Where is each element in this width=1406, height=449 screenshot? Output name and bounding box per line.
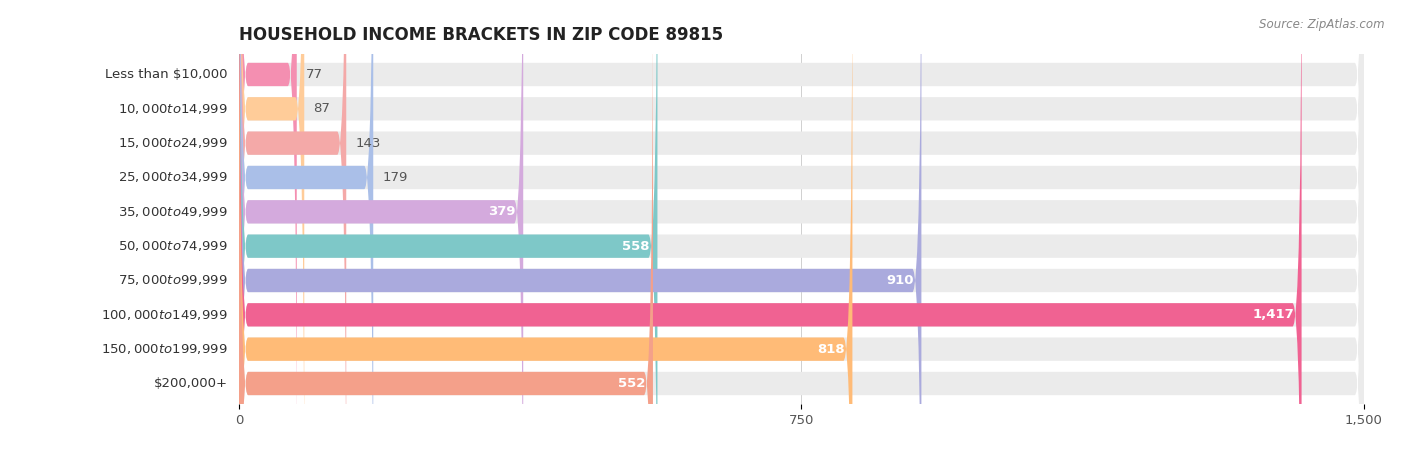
FancyBboxPatch shape [239,0,1364,449]
Text: $100,000 to $149,999: $100,000 to $149,999 [101,308,228,322]
FancyBboxPatch shape [239,0,1364,449]
FancyBboxPatch shape [239,0,658,449]
FancyBboxPatch shape [239,0,1364,449]
FancyBboxPatch shape [239,0,1364,449]
Text: Less than $10,000: Less than $10,000 [105,68,228,81]
FancyBboxPatch shape [239,0,1364,449]
FancyBboxPatch shape [239,0,1302,449]
Text: $150,000 to $199,999: $150,000 to $199,999 [101,342,228,356]
Text: 552: 552 [619,377,645,390]
Text: Source: ZipAtlas.com: Source: ZipAtlas.com [1260,18,1385,31]
Text: 143: 143 [356,136,381,150]
FancyBboxPatch shape [239,0,1364,449]
Text: $50,000 to $74,999: $50,000 to $74,999 [118,239,228,253]
Text: $15,000 to $24,999: $15,000 to $24,999 [118,136,228,150]
FancyBboxPatch shape [239,0,852,449]
Text: $35,000 to $49,999: $35,000 to $49,999 [118,205,228,219]
FancyBboxPatch shape [239,0,652,449]
FancyBboxPatch shape [239,0,1364,449]
FancyBboxPatch shape [239,0,346,449]
Text: HOUSEHOLD INCOME BRACKETS IN ZIP CODE 89815: HOUSEHOLD INCOME BRACKETS IN ZIP CODE 89… [239,26,723,44]
FancyBboxPatch shape [239,0,921,449]
Text: $10,000 to $14,999: $10,000 to $14,999 [118,102,228,116]
FancyBboxPatch shape [239,0,304,449]
FancyBboxPatch shape [239,0,297,449]
Text: 77: 77 [305,68,323,81]
Text: $25,000 to $34,999: $25,000 to $34,999 [118,171,228,185]
FancyBboxPatch shape [239,0,1364,449]
Text: 87: 87 [314,102,330,115]
Text: 558: 558 [623,240,650,253]
Text: $200,000+: $200,000+ [153,377,228,390]
FancyBboxPatch shape [239,0,373,449]
Text: 179: 179 [382,171,408,184]
Text: 379: 379 [488,205,516,218]
FancyBboxPatch shape [239,0,1364,449]
FancyBboxPatch shape [239,0,1364,449]
FancyBboxPatch shape [239,0,523,449]
Text: 910: 910 [886,274,914,287]
Text: 1,417: 1,417 [1253,308,1294,321]
Text: 818: 818 [817,343,845,356]
Text: $75,000 to $99,999: $75,000 to $99,999 [118,273,228,287]
